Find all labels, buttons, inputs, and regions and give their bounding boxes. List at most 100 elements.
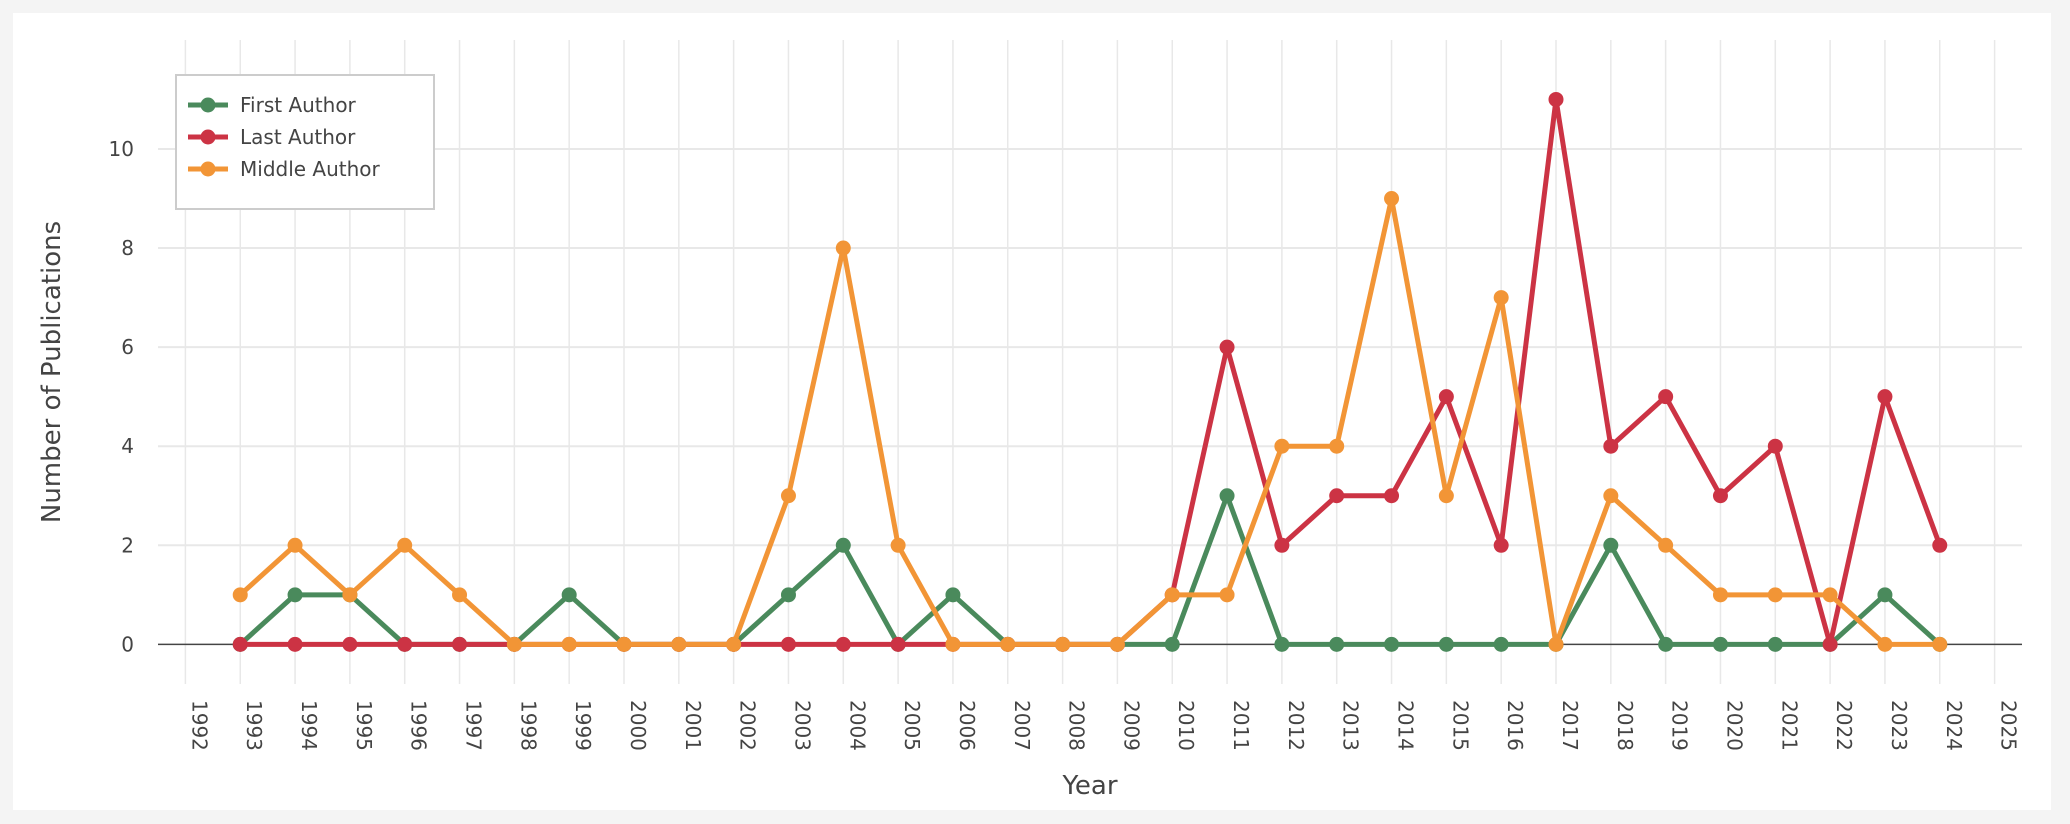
legend[interactable]: First Author Last Author Middle Author: [175, 74, 435, 210]
x-tick-label: 2010: [1174, 700, 1198, 751]
data-point: [1384, 636, 1400, 652]
data-point: [1877, 587, 1893, 603]
y-axis-title: Number of Publications: [37, 221, 67, 523]
x-tick-label: 2008: [1065, 700, 1089, 751]
data-point: [1603, 438, 1619, 454]
data-point: [1329, 488, 1345, 504]
data-point: [1219, 339, 1235, 355]
legend-label: Middle Author: [240, 157, 381, 181]
data-point: [890, 636, 906, 652]
data-point: [1274, 438, 1290, 454]
data-point: [287, 587, 303, 603]
x-tick-label: 2024: [1942, 700, 1966, 751]
data-point: [232, 587, 248, 603]
legend-item[interactable]: Last Author: [188, 125, 356, 149]
x-tick-label: 2020: [1722, 700, 1746, 751]
x-tick-label: 2019: [1668, 700, 1692, 751]
data-point: [561, 636, 577, 652]
x-axis-title: Year: [1061, 771, 1117, 801]
x-tick-label: 2017: [1558, 700, 1582, 751]
x-tick-label: 1993: [242, 700, 266, 751]
data-point: [671, 636, 687, 652]
data-point: [1055, 636, 1071, 652]
data-point: [1822, 587, 1838, 603]
data-point: [342, 587, 358, 603]
legend-marker-swatch: [200, 97, 216, 113]
y-tick-label: 10: [109, 137, 134, 161]
x-tick-label: 2013: [1339, 700, 1363, 751]
x-tick-label: 2012: [1284, 700, 1308, 751]
data-point: [890, 537, 906, 553]
y-tick-label: 6: [121, 335, 134, 359]
data-point: [397, 636, 413, 652]
data-point: [1767, 636, 1783, 652]
series-middle-author: [232, 191, 1948, 652]
data-point: [1274, 537, 1290, 553]
x-tick-label: 1999: [571, 700, 595, 751]
data-point: [1438, 389, 1454, 405]
x-tick-label: 2014: [1394, 700, 1418, 751]
y-tick-label: 8: [121, 236, 134, 260]
data-point: [1274, 636, 1290, 652]
x-tick-label: 2025: [1997, 700, 2021, 751]
data-point: [835, 636, 851, 652]
data-point: [945, 636, 961, 652]
data-point: [1219, 488, 1235, 504]
data-point: [1767, 438, 1783, 454]
data-point: [561, 587, 577, 603]
data-point: [232, 636, 248, 652]
x-tick-label: 2005: [900, 700, 924, 751]
x-tick-label: 2000: [626, 700, 650, 751]
data-point: [1822, 636, 1838, 652]
data-point: [780, 587, 796, 603]
x-tick-label: 2009: [1119, 700, 1143, 751]
data-point: [616, 636, 632, 652]
data-point: [780, 636, 796, 652]
x-tick-label: 2003: [790, 700, 814, 751]
y-tick-labels: 0 2 4 6 8 10: [109, 137, 134, 656]
data-point: [506, 636, 522, 652]
x-tick-label: 2015: [1448, 700, 1472, 751]
data-point: [1658, 389, 1674, 405]
series-line: [238, 493, 1942, 647]
data-point: [1712, 636, 1728, 652]
y-tick-label: 2: [121, 533, 134, 557]
data-point: [780, 488, 796, 504]
data-point: [1877, 636, 1893, 652]
data-point: [1932, 636, 1948, 652]
data-point: [1548, 91, 1564, 107]
legend-item[interactable]: Middle Author: [188, 157, 381, 181]
data-point: [1767, 587, 1783, 603]
data-point: [1493, 290, 1509, 306]
y-tick-label: 0: [121, 632, 134, 656]
data-point: [452, 636, 468, 652]
data-point: [1438, 636, 1454, 652]
data-point: [342, 636, 358, 652]
data-point: [1932, 537, 1948, 553]
data-point: [726, 636, 742, 652]
legend-label: First Author: [240, 93, 357, 117]
data-point: [945, 587, 961, 603]
data-point: [1438, 488, 1454, 504]
legend-label: Last Author: [240, 125, 356, 149]
data-point: [397, 537, 413, 553]
data-point: [1877, 389, 1893, 405]
data-point: [835, 537, 851, 553]
x-tick-label: 1992: [187, 700, 211, 751]
data-point: [1164, 587, 1180, 603]
data-point: [1658, 537, 1674, 553]
legend-item[interactable]: First Author: [188, 93, 357, 117]
data-point: [1164, 636, 1180, 652]
x-tick-label: 1994: [297, 700, 321, 751]
x-tick-label: 2021: [1777, 700, 1801, 751]
x-tick-label: 2011: [1229, 700, 1253, 751]
data-point: [287, 537, 303, 553]
data-point: [1384, 191, 1400, 207]
data-point: [1000, 636, 1016, 652]
data-point: [1329, 438, 1345, 454]
data-point: [1493, 636, 1509, 652]
series-line: [238, 196, 1940, 647]
data-point: [287, 636, 303, 652]
data-point: [1603, 537, 1619, 553]
